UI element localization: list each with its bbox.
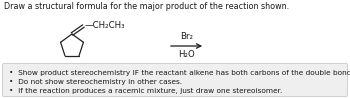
FancyBboxPatch shape — [2, 64, 348, 97]
Text: —CH₂CH₃: —CH₂CH₃ — [84, 21, 125, 30]
Text: Draw a structural formula for the major product of the reaction shown.: Draw a structural formula for the major … — [4, 2, 289, 11]
Text: •  Do not show stereochemistry in other cases.: • Do not show stereochemistry in other c… — [9, 79, 182, 85]
Text: Br₂: Br₂ — [180, 32, 193, 41]
Text: •  If the reaction produces a racemic mixture, just draw one stereoisomer.: • If the reaction produces a racemic mix… — [9, 88, 282, 94]
Text: H₂O: H₂O — [178, 50, 195, 59]
Text: •  Show product stereochemistry IF the reactant alkene has both carbons of the d: • Show product stereochemistry IF the re… — [9, 70, 350, 76]
